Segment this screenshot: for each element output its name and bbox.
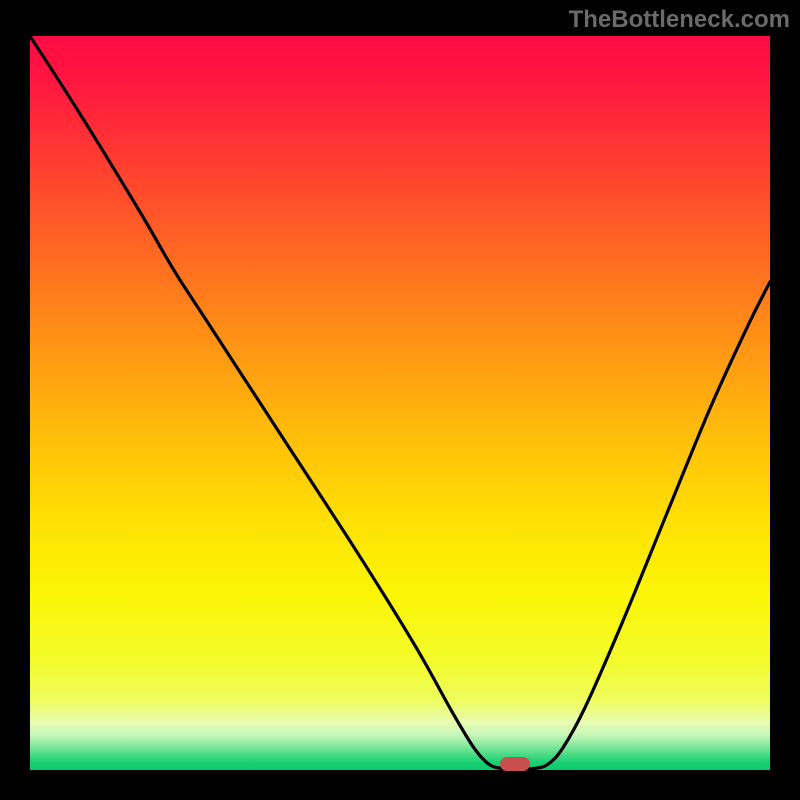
plot-area (30, 36, 770, 770)
chart-container: TheBottleneck.com (0, 0, 800, 800)
gradient-rect (30, 36, 770, 770)
optimal-marker (500, 757, 530, 771)
curve-svg (30, 36, 770, 770)
watermark-text: TheBottleneck.com (569, 6, 790, 34)
